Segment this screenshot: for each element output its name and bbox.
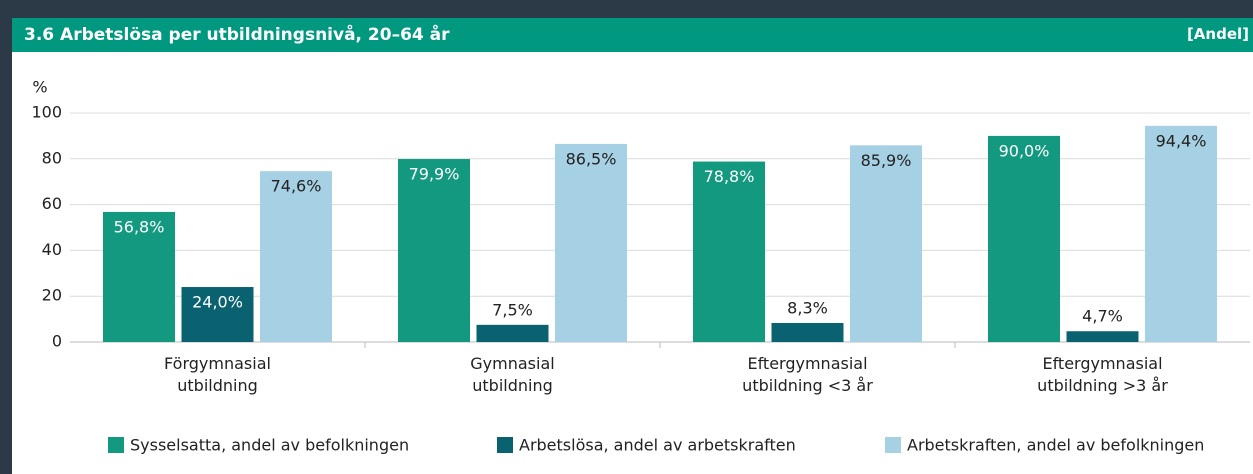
y-tick-label: 80 <box>42 148 62 167</box>
value-label: 94,4% <box>1156 131 1207 150</box>
x-tick-label: Gymnasial utbildning <box>470 354 554 395</box>
value-label: 85,9% <box>861 151 912 170</box>
x-tick-label-line: utbildning >3 år <box>1037 376 1168 395</box>
bar <box>1145 126 1217 342</box>
value-label: 8,3% <box>787 298 828 317</box>
value-label: 4,7% <box>1082 307 1123 326</box>
legend-swatch <box>497 437 513 453</box>
bar <box>260 171 332 342</box>
x-tick-label: Eftergymnasial utbildning <3 år <box>742 354 873 395</box>
y-tick-label: 20 <box>42 286 62 305</box>
page: 3.6 Arbetslösa per utbildningsnivå, 20–6… <box>0 0 1253 474</box>
value-label: 86,5% <box>566 149 617 168</box>
legend-swatch <box>885 437 901 453</box>
y-tick-label: 100 <box>31 103 62 122</box>
legend-label: Arbetskraften, andel av befolkningen <box>907 436 1204 455</box>
bar <box>477 325 549 342</box>
x-tick-label-line: utbildning <box>177 376 258 395</box>
bar <box>988 136 1060 342</box>
bar <box>693 162 765 342</box>
value-label: 79,9% <box>409 165 460 184</box>
bar <box>555 144 627 342</box>
y-tick-label: 60 <box>42 194 62 213</box>
bar <box>850 145 922 342</box>
bar <box>398 159 470 342</box>
x-tick-label-line: Förgymnasial <box>164 354 271 373</box>
x-tick-label-line: utbildning <3 år <box>742 376 873 395</box>
legend-swatch <box>108 437 124 453</box>
value-label: 74,6% <box>271 177 322 196</box>
y-tick-label: 40 <box>42 240 62 259</box>
legend-label: Sysselsatta, andel av befolkningen <box>130 436 409 455</box>
x-tick-label-line: Eftergymnasial <box>747 354 867 373</box>
chart: % 0 20 40 60 80 100 Förgymnasial utbildning 56,8… <box>0 0 1253 474</box>
bar <box>1067 331 1139 342</box>
x-tick-label: Eftergymnasial utbildning >3 år <box>1037 354 1168 395</box>
x-tick-label-line: Eftergymnasial <box>1042 354 1162 373</box>
legend-label: Arbetslösa, andel av arbetskraften <box>519 436 796 455</box>
x-tick-label: Förgymnasial utbildning <box>164 354 271 395</box>
value-label: 24,0% <box>192 293 243 312</box>
bar <box>772 323 844 342</box>
value-label: 78,8% <box>704 167 755 186</box>
value-label: 7,5% <box>492 300 533 319</box>
y-tick-label: 0 <box>52 332 62 351</box>
value-label: 90,0% <box>999 141 1050 160</box>
value-label: 56,8% <box>114 217 165 236</box>
x-tick-label-line: Gymnasial <box>470 354 554 373</box>
y-axis-label: % <box>32 78 47 97</box>
x-tick-label-line: utbildning <box>472 376 553 395</box>
